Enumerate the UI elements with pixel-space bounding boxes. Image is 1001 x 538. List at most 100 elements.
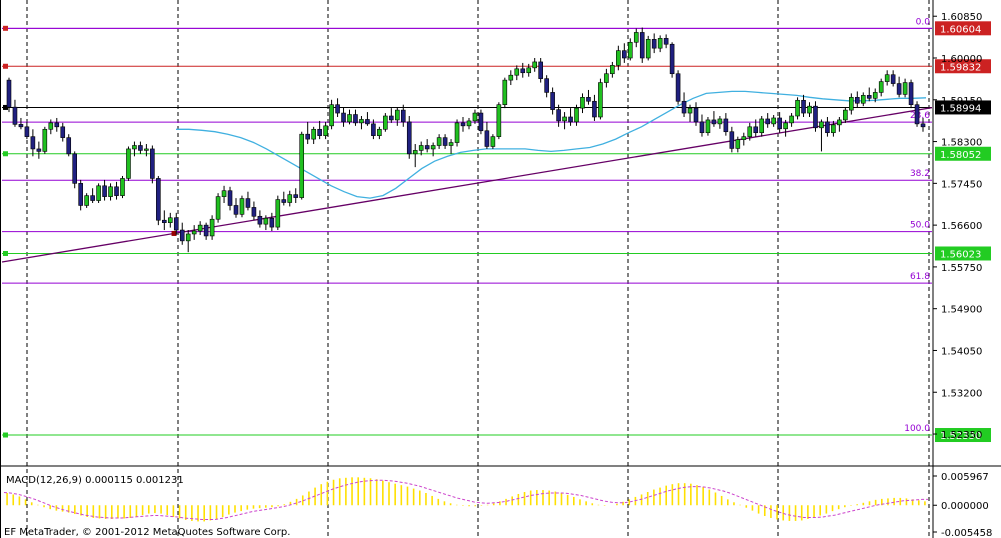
candle-bull — [795, 99, 800, 117]
price-tick-label: 1.54050 — [941, 346, 982, 357]
candle-bear — [245, 198, 251, 208]
candle-bull — [359, 119, 364, 124]
candle-bull — [532, 61, 538, 69]
fib-level-label: 100.0 — [904, 424, 930, 434]
candle-bear — [544, 78, 549, 93]
candle-bear — [138, 145, 143, 151]
candle-bear — [341, 112, 346, 123]
price-tag-label: 1.58052 — [940, 150, 981, 161]
candle-bull — [144, 148, 149, 151]
candle-bear — [765, 118, 770, 125]
candle-bull — [167, 217, 173, 223]
candle-bull — [466, 120, 472, 127]
price-tick-label: 1.59150 — [941, 96, 982, 107]
candle-bear — [639, 32, 645, 59]
candle-bull — [514, 68, 520, 76]
candle-bear — [442, 137, 448, 146]
candle-bull — [490, 136, 496, 147]
candle-bear — [711, 119, 717, 125]
candle-bear — [150, 148, 155, 179]
price-tick-label: 1.56600 — [941, 221, 982, 232]
price-tick-label: 1.60850 — [941, 12, 982, 23]
candle-bear — [896, 83, 902, 95]
candle-bull — [96, 185, 101, 201]
candle-bull — [191, 230, 197, 235]
candle-bull — [412, 150, 418, 155]
candle-bear — [908, 82, 914, 105]
price-tick-label: 1.58300 — [941, 138, 982, 149]
candle-bull — [108, 186, 113, 197]
candle-bear — [257, 215, 263, 225]
candle-bull — [454, 122, 460, 143]
candles — [6, 27, 926, 253]
candle-bull — [239, 198, 245, 215]
candle-bear — [550, 92, 555, 110]
candle-bull — [783, 122, 788, 130]
candle-bear — [651, 39, 657, 49]
candle-bear — [162, 219, 167, 223]
candle-bull — [508, 74, 514, 81]
macd-panel: 0.005967 0.000000 -0.005458 — [3, 472, 992, 538]
candle-bull — [807, 105, 812, 114]
candle-bear — [699, 121, 705, 134]
candle-bull — [84, 195, 89, 206]
candle-bear — [424, 145, 430, 150]
candle-bear — [66, 137, 72, 155]
candle-bull — [902, 82, 908, 95]
price-tag — [935, 21, 991, 36]
candle-bull — [604, 73, 609, 83]
fib-level-label: 0.0 — [916, 17, 931, 27]
candle-bear — [90, 195, 95, 201]
level-marker — [3, 151, 8, 157]
candle-bear — [866, 95, 872, 99]
price-tag-label: 1.60604 — [940, 24, 981, 35]
candle-bear — [305, 133, 310, 140]
candle-bear — [568, 116, 573, 123]
candle-bull — [496, 104, 502, 137]
candle-bear — [389, 115, 394, 121]
candle-bull — [221, 190, 227, 197]
candle-bull — [633, 32, 639, 43]
candle-bull — [705, 119, 711, 134]
candle-bear — [406, 121, 412, 155]
candle-bull — [878, 81, 884, 93]
level-marker — [3, 25, 8, 31]
horizontal-levels: 1.60604 1.59832 1.58994 1.58052 1.56023 1.523… — [2, 21, 991, 443]
trendline — [1, 107, 933, 263]
candle-bear — [693, 107, 699, 123]
price-tick-label: 1.53200 — [941, 388, 982, 399]
candle-bear — [353, 114, 358, 124]
candle-bear — [801, 99, 806, 114]
level-marker — [3, 63, 8, 69]
candle-bull — [263, 217, 269, 225]
candle-bull — [197, 224, 203, 232]
level-marker — [3, 104, 8, 110]
candle-bull — [329, 104, 334, 127]
candle-bull — [687, 107, 693, 114]
candle-bear — [753, 126, 759, 134]
candle-bear — [478, 112, 484, 132]
candle-bear — [520, 68, 526, 74]
candle-bear — [371, 123, 376, 136]
candle-bear — [663, 38, 669, 45]
candle-bear — [586, 97, 591, 102]
candle-bear — [669, 43, 675, 75]
candle-bear — [203, 224, 209, 237]
candle-bull — [311, 128, 316, 140]
level-marker — [3, 432, 8, 438]
candle-bear — [335, 104, 340, 114]
candle-bear — [813, 105, 818, 129]
candle-bull — [377, 128, 382, 136]
candle-bear — [102, 185, 107, 197]
price-axis: 1.60850 1.60000 1.59150 1.58300 1.57450 1.566… — [933, 12, 982, 441]
candle-bear — [60, 126, 66, 138]
fib-level-label: 50.0 — [910, 221, 930, 231]
candle-bull — [789, 115, 794, 124]
candle-bear — [179, 229, 185, 242]
candle-bear — [622, 50, 627, 59]
price-tag — [935, 100, 991, 115]
candle-bull — [209, 218, 215, 237]
candle-bull — [120, 178, 125, 196]
